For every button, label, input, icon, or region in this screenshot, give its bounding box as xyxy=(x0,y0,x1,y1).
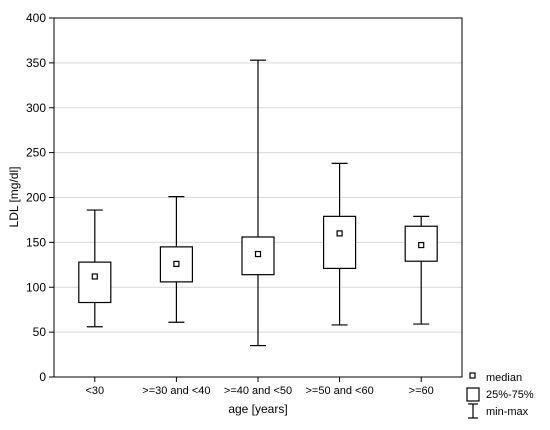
y-tick-label: 300 xyxy=(26,101,46,115)
legend-box-icon xyxy=(466,387,480,402)
y-axis-ticks: 0 50 100 150 200 250 300 350 400 xyxy=(26,11,54,384)
box-group xyxy=(78,209,112,328)
y-tick-label: 250 xyxy=(26,146,46,160)
median-marker xyxy=(254,250,262,258)
x-tick-label: >=60 xyxy=(409,385,434,397)
y-tick-label: 100 xyxy=(26,280,46,294)
x-axis-label: age [years] xyxy=(228,402,287,416)
box-group xyxy=(404,215,438,325)
y-axis-label: LDL [mg/dl] xyxy=(7,167,21,228)
median-marker xyxy=(336,230,343,237)
legend-minmax-label: min-max xyxy=(486,406,529,418)
box-group xyxy=(241,59,275,347)
legend-whisker-icon xyxy=(468,403,478,419)
legend-box-label: 25%-75% xyxy=(486,389,534,401)
median-marker xyxy=(91,273,98,280)
x-tick-label: >=50 and <60 xyxy=(305,385,373,397)
median-marker xyxy=(418,241,425,249)
x-tick-label: >=30 and <40 xyxy=(142,385,210,397)
y-tick-label: 0 xyxy=(39,370,46,384)
y-tick-label: 400 xyxy=(26,11,46,25)
box-group xyxy=(323,162,357,326)
x-tick-label: >=40 and <50 xyxy=(224,385,292,397)
y-tick-label: 150 xyxy=(26,235,46,249)
x-axis-ticks: <30 >=30 and <40 >=40 and <50 >=50 and <60 >… xyxy=(85,377,434,397)
legend-median-icon xyxy=(469,372,476,379)
box-group xyxy=(159,196,193,323)
legend: median 25%-75% min-max xyxy=(466,372,534,419)
median-marker xyxy=(173,260,180,268)
y-tick-label: 350 xyxy=(26,56,46,70)
y-tick-label: 200 xyxy=(26,191,46,205)
legend-median-label: median xyxy=(486,372,522,384)
box-iqr xyxy=(78,261,112,304)
box-series xyxy=(78,59,438,347)
x-tick-label: <30 xyxy=(85,385,104,397)
y-tick-label: 50 xyxy=(33,325,47,339)
box-iqr xyxy=(323,215,357,270)
